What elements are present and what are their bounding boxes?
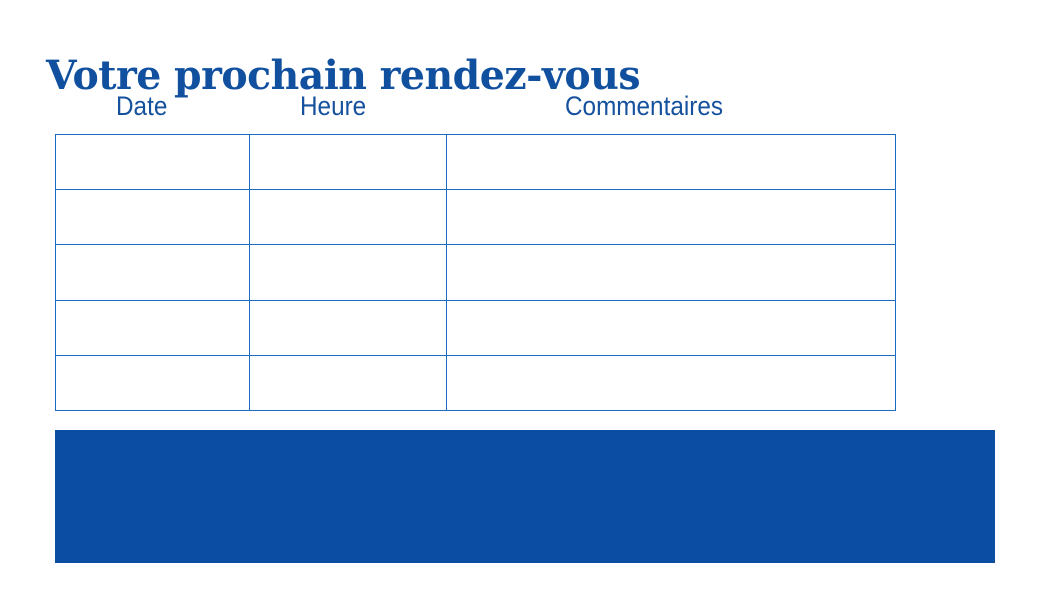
- cell-date[interactable]: [55, 354, 250, 411]
- footer-banner: [55, 430, 995, 563]
- table-row: [55, 133, 896, 191]
- cell-date[interactable]: [55, 299, 250, 356]
- cell-commentaires[interactable]: [446, 189, 896, 246]
- page-title: Votre prochain rendez-vous: [46, 51, 641, 99]
- column-header-commentaires: Commentaires: [565, 91, 724, 121]
- cell-heure[interactable]: [249, 244, 447, 301]
- cell-date[interactable]: [55, 189, 250, 246]
- cell-heure[interactable]: [249, 299, 447, 356]
- cell-commentaires[interactable]: [446, 133, 896, 191]
- cell-heure[interactable]: [249, 354, 447, 411]
- cell-heure[interactable]: [249, 189, 447, 246]
- column-header-date: Date: [116, 91, 168, 121]
- table-row: [55, 299, 896, 356]
- cell-heure[interactable]: [249, 133, 447, 191]
- cell-commentaires[interactable]: [446, 244, 896, 301]
- table-row: [55, 244, 896, 301]
- appointments-table: [55, 133, 896, 411]
- table-row: [55, 189, 896, 246]
- cell-commentaires[interactable]: [446, 299, 896, 356]
- table-column-headers: Date Heure Commentaires: [55, 89, 895, 129]
- appointments-table-body: [55, 133, 896, 411]
- table-row: [55, 354, 896, 411]
- column-header-heure: Heure: [300, 91, 367, 121]
- cell-commentaires[interactable]: [446, 354, 896, 411]
- cell-date[interactable]: [55, 133, 250, 191]
- cell-date[interactable]: [55, 244, 250, 301]
